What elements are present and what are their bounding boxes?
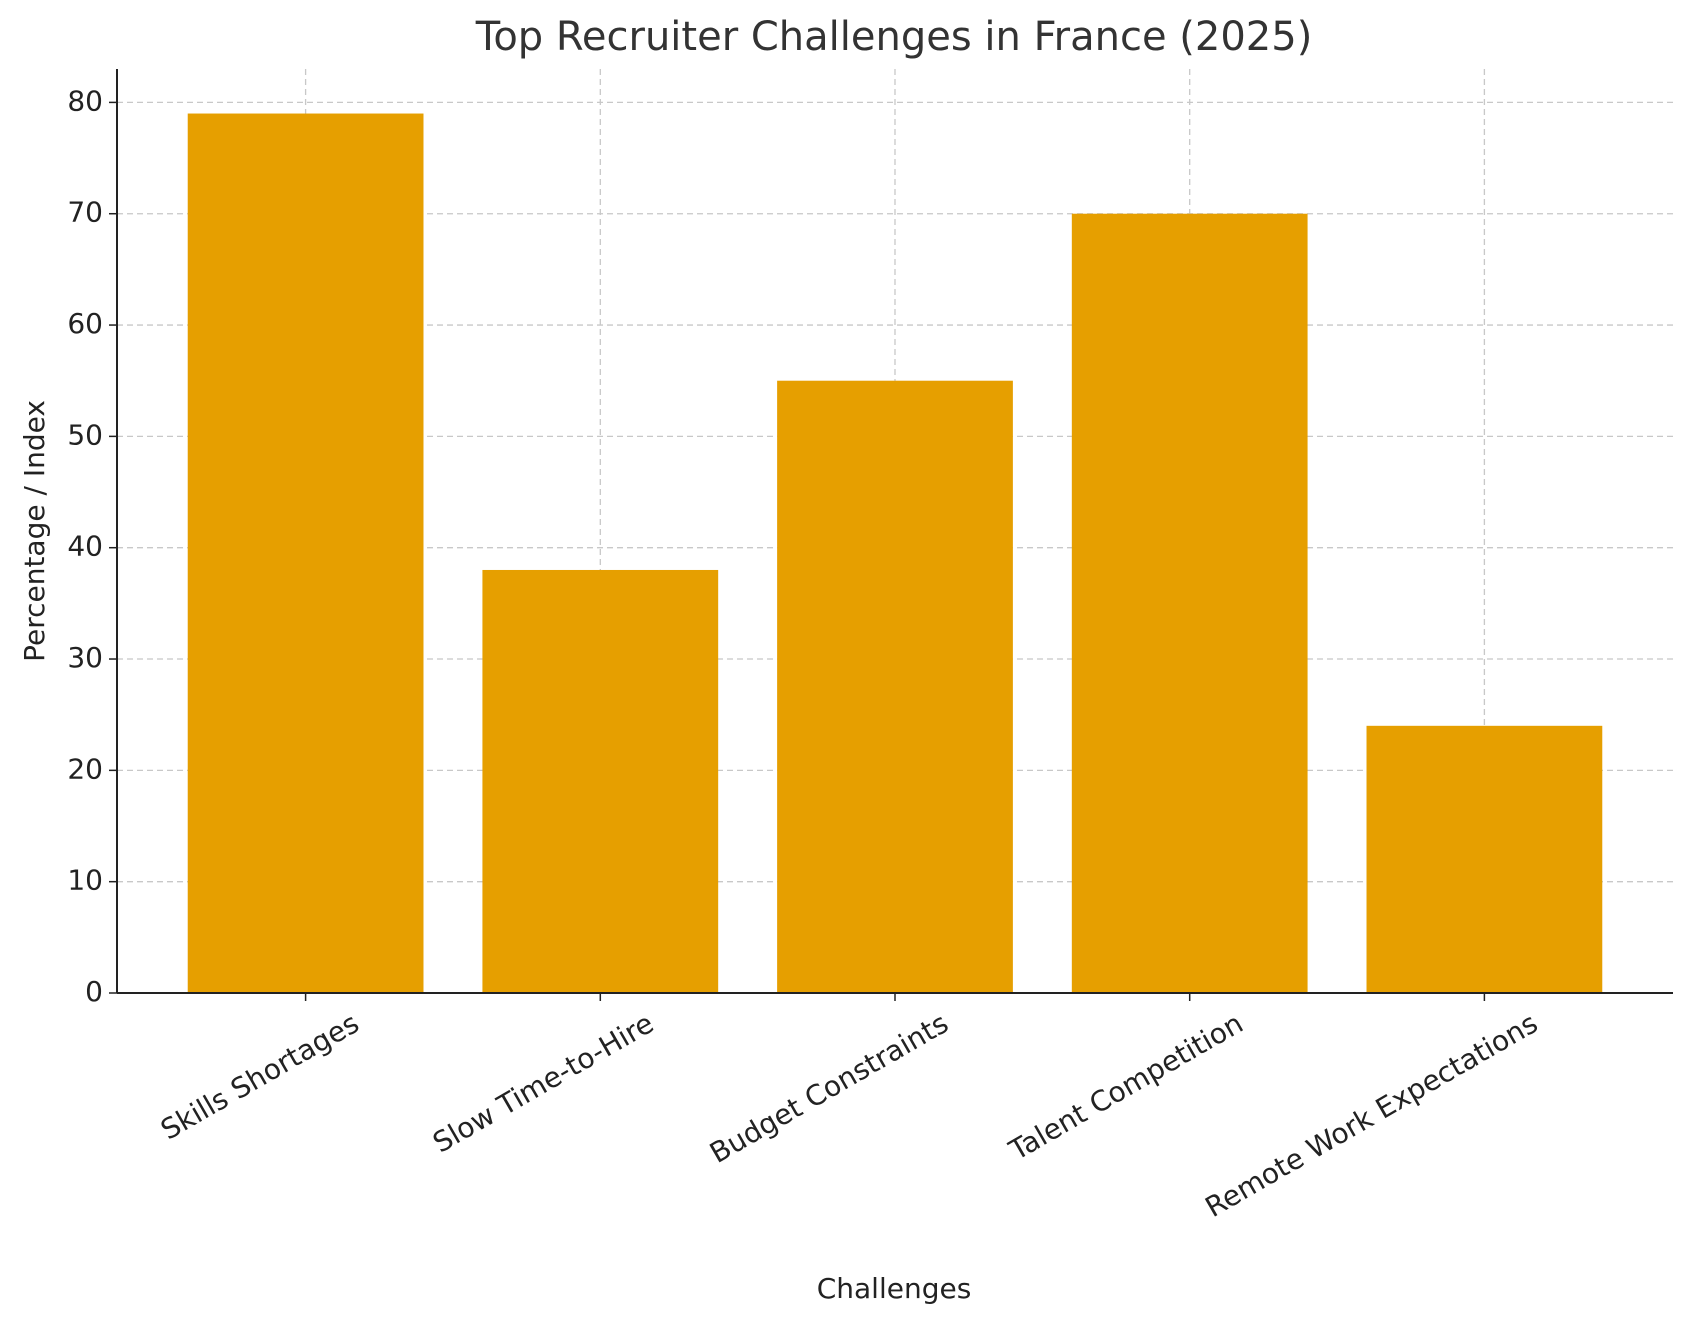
x-tick-label: Budget Constraints bbox=[704, 1006, 954, 1169]
bar bbox=[1071, 213, 1308, 993]
bar bbox=[482, 569, 719, 993]
y-tick-label: 80 bbox=[67, 84, 103, 117]
y-tick-label: 40 bbox=[67, 530, 103, 563]
bar bbox=[1366, 725, 1603, 993]
y-tick-label: 60 bbox=[67, 307, 103, 340]
y-tick-label: 30 bbox=[67, 641, 103, 674]
x-tick-label: Slow Time-to-Hire bbox=[427, 1006, 659, 1159]
bar bbox=[777, 380, 1013, 994]
y-tick-label: 70 bbox=[67, 196, 103, 229]
x-tick-label: Remote Work Expectations bbox=[1200, 1006, 1544, 1223]
y-tick-label: 20 bbox=[67, 752, 103, 785]
x-tick-label: Skills Shortages bbox=[155, 1006, 364, 1146]
x-tick-label: Talent Competition bbox=[1003, 1006, 1249, 1167]
y-tick-label: 50 bbox=[67, 418, 103, 451]
x-axis-label: Challenges bbox=[817, 1272, 972, 1305]
bar bbox=[187, 113, 424, 993]
y-tick-label: 0 bbox=[85, 975, 103, 1008]
y-axis-label: Percentage / Index bbox=[18, 400, 51, 662]
y-tick-label: 10 bbox=[67, 864, 103, 897]
chart-title: Top Recruiter Challenges in France (2025… bbox=[475, 14, 1313, 60]
